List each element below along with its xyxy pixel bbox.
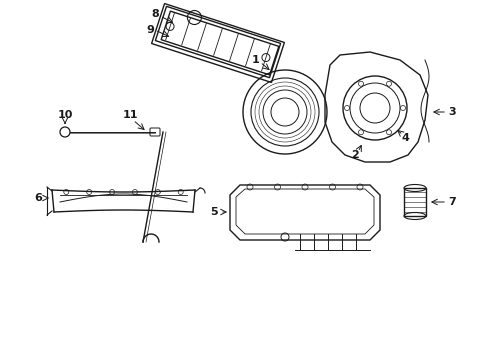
Text: 2: 2 <box>350 150 358 160</box>
Text: 10: 10 <box>57 110 73 120</box>
Bar <box>403 188 425 216</box>
Text: 8: 8 <box>151 9 159 19</box>
Text: 3: 3 <box>447 107 455 117</box>
Text: 1: 1 <box>252 55 259 65</box>
Text: 4: 4 <box>400 133 408 143</box>
Text: 7: 7 <box>447 197 455 207</box>
Text: 6: 6 <box>34 193 42 203</box>
Text: 5: 5 <box>210 207 218 217</box>
Text: 11: 11 <box>122 110 138 120</box>
Text: 9: 9 <box>146 25 154 35</box>
